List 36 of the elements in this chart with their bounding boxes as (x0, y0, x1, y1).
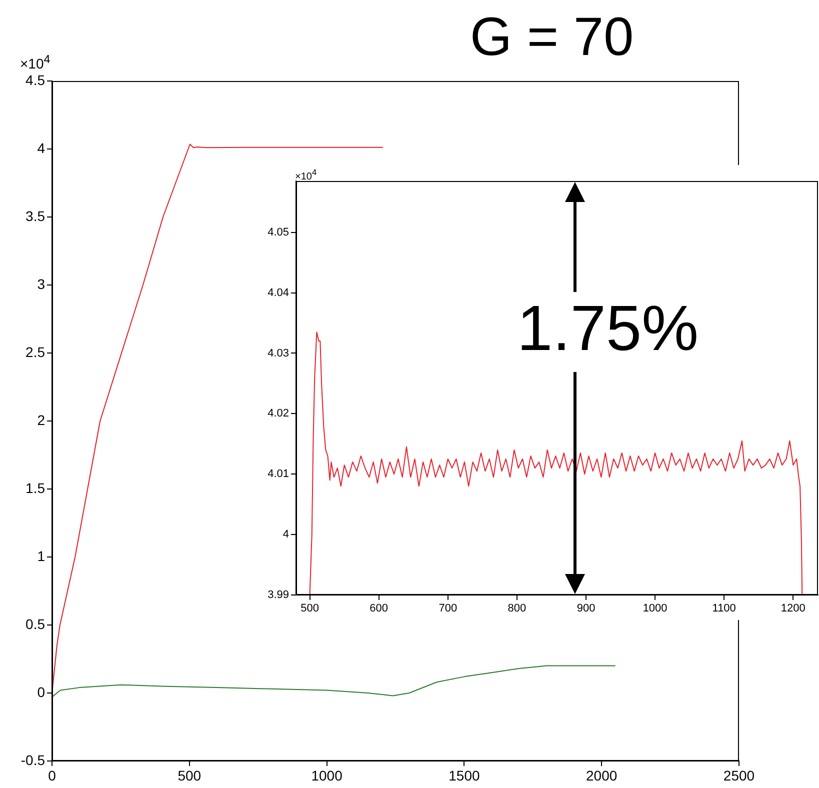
x-tick-label: 2000 (586, 767, 618, 784)
y-tick-label: 4.05 (268, 226, 289, 238)
x-tick-label: 500 (300, 602, 319, 615)
y-tick-label: 4.02 (268, 408, 289, 420)
y-tick-label: 3.99 (268, 589, 289, 602)
x-tick-label: 700 (438, 602, 458, 615)
y-tick-label: 0.5 (26, 616, 46, 632)
x-tick-label: 0 (48, 767, 56, 784)
x-tick-label: 1000 (642, 602, 668, 615)
y-tick-label: 3.5 (26, 208, 46, 224)
x-tick-label: 1100 (712, 602, 736, 615)
x-tick-label: 500 (178, 767, 202, 784)
x-tick-label: 1000 (311, 767, 343, 784)
annotation: 1.75% (517, 292, 698, 364)
y-tick-label: -0.5 (20, 752, 46, 768)
text: ×10$^{4}$ (20, 53, 50, 72)
y-tick-label: 2 (37, 412, 46, 428)
x-tick-label: 1500 (448, 767, 480, 784)
x-tick-label: 1200 (780, 602, 806, 615)
annotation: ×10$^{4}$ (295, 167, 317, 182)
x-tick-label: 800 (508, 602, 526, 615)
y-tick-label: 4 (37, 140, 46, 156)
chart-title: G = 70 (470, 6, 634, 68)
y-tick-label: 3 (37, 276, 46, 292)
y-tick-label: 1.5 (26, 480, 46, 496)
y-tick-label: 2.5 (26, 344, 46, 360)
y-tick-label: 4.04 (268, 286, 289, 299)
x-tick-label: 900 (576, 602, 596, 615)
y-tick-label: 1 (37, 548, 46, 564)
x-tick-label: 600 (370, 602, 388, 615)
y-tick-label: 4.5 (26, 72, 46, 88)
y-tick-label: 4.03 (268, 347, 289, 360)
y-tick-label: 0 (37, 684, 46, 700)
x-tick-label: 2500 (723, 767, 755, 784)
y-tick-label: 4.01 (268, 468, 289, 480)
y-tick-label: 4 (282, 528, 289, 541)
